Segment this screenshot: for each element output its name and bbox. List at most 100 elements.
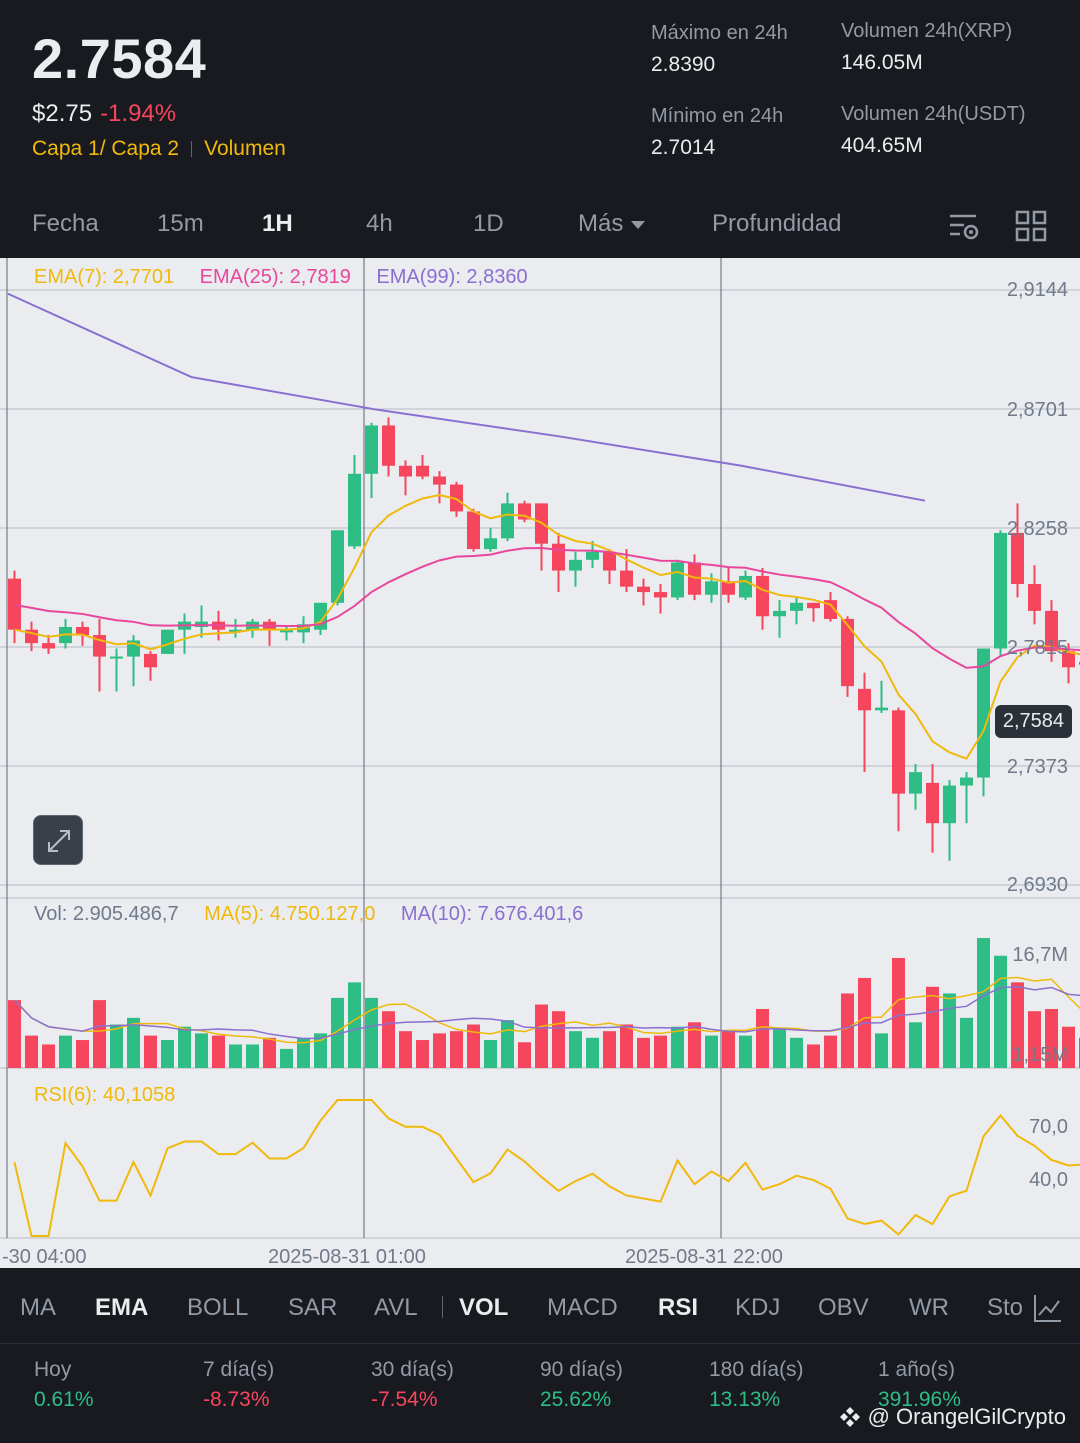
stat-vol-base: Volumen 24h(XRP) 146.05M	[841, 20, 1012, 75]
stat-vol-quote: Volumen 24h(USDT) 404.65M	[841, 103, 1026, 158]
chart-settings-icon[interactable]	[1032, 1292, 1064, 1324]
volume-bar	[960, 1017, 973, 1068]
date-label: 2025-08-31 01:00	[268, 1246, 426, 1268]
candle-body	[144, 653, 157, 668]
expand-icon	[48, 830, 70, 852]
stat-vol-base-value: 146.05M	[841, 51, 923, 74]
ind-rsi[interactable]: RSI	[658, 1294, 699, 1321]
perf-value: 0.61%	[34, 1388, 94, 1411]
legend-ema99: EMA(99): 2,8360	[376, 266, 528, 288]
ind-macd[interactable]: MACD	[547, 1294, 618, 1321]
volume-bar	[909, 1022, 922, 1068]
ticker-header: 2.7584 $2.75 -1.94% Capa 1/ Capa 2 Volume…	[0, 0, 1080, 198]
performance-row: Hoy 0.61% 7 día(s) -8.73% 30 día(s) -7.5…	[0, 1344, 1080, 1443]
price-tick: 2,8701	[1006, 399, 1068, 421]
volume-bar	[331, 997, 344, 1068]
volume-bar	[399, 1031, 412, 1068]
candle-body	[42, 643, 55, 649]
watermark-text: @ OrangelGilCrypto	[867, 1404, 1066, 1429]
candle-body	[892, 710, 905, 794]
volume-tick: 16,7M	[1012, 944, 1068, 966]
candle-body	[909, 772, 922, 794]
candle-body	[416, 465, 429, 477]
ind-wr[interactable]: WR	[909, 1294, 949, 1321]
last-price: 2.7584	[32, 27, 207, 90]
volume-bar	[161, 1040, 174, 1068]
ema99-line	[7, 292, 926, 502]
ind-sar[interactable]: SAR	[288, 1294, 338, 1321]
candle-body	[603, 551, 616, 571]
stat-vol-quote-value: 404.65M	[841, 134, 923, 157]
tab-15m[interactable]: 15m	[157, 210, 204, 237]
volume-bar	[1028, 1011, 1041, 1068]
volume-bar	[450, 1031, 463, 1068]
tag-layer[interactable]: Capa 1/ Capa 2	[32, 137, 180, 160]
volume-bar	[1062, 1026, 1075, 1068]
price-tick: 2,6930	[1006, 874, 1068, 896]
volume-bar	[722, 1031, 735, 1068]
legend-vol: Vol: 2.905.486,7	[34, 903, 179, 925]
candle-body	[722, 581, 735, 595]
watermark: @ OrangelGilCrypto	[838, 1404, 1066, 1430]
tab-4h[interactable]: 4h	[366, 210, 393, 237]
perf-value: 391.96%	[878, 1388, 961, 1411]
volume-bar	[297, 1037, 310, 1068]
caret-down-icon	[631, 220, 646, 229]
perf-7d: 7 día(s) -8.73%	[203, 1358, 274, 1412]
perf-value: 25.62%	[540, 1388, 612, 1411]
volume-bar	[93, 1000, 106, 1068]
tag-volume[interactable]: Volumen	[204, 137, 286, 160]
volume-bar	[705, 1035, 718, 1068]
volume-bar	[314, 1033, 327, 1068]
candle-body	[467, 511, 480, 550]
tab-depth[interactable]: Profundidad	[712, 210, 842, 237]
ind-obv[interactable]: OBV	[818, 1294, 869, 1321]
tab-fecha[interactable]: Fecha	[32, 210, 99, 237]
volume-bar	[841, 993, 854, 1068]
tab-more[interactable]: Más	[578, 210, 646, 238]
volume-bar	[943, 993, 956, 1068]
ind-boll[interactable]: BOLL	[187, 1294, 249, 1321]
ind-ma[interactable]: MA	[20, 1294, 56, 1321]
volume-bar	[773, 1028, 786, 1068]
volume-bar	[807, 1044, 820, 1068]
volume-bar	[127, 1017, 140, 1068]
ind-ema[interactable]: EMA	[95, 1294, 149, 1321]
ind-kdj[interactable]: KDJ	[735, 1294, 781, 1321]
volume-bar	[603, 1031, 616, 1068]
volume-bar	[416, 1040, 429, 1068]
volume-bar	[42, 1044, 55, 1068]
volume-bar	[518, 1042, 531, 1068]
candle-body	[331, 530, 344, 603]
volume-bar	[365, 997, 378, 1068]
layout-grid-icon[interactable]	[1015, 210, 1047, 242]
ind-vol[interactable]: VOL	[459, 1294, 509, 1321]
fullscreen-button[interactable]	[33, 815, 83, 865]
chart-area[interactable]: EMA(7): 2,7701 EMA(25): 2,7819 EMA(99): …	[0, 258, 1080, 1268]
candle-body	[875, 707, 888, 711]
rsi-tick: 40,0	[1029, 1169, 1068, 1191]
volume-bar	[8, 1000, 21, 1068]
candle-body	[705, 581, 718, 595]
perf-180d: 180 día(s) 13.13%	[709, 1358, 804, 1412]
volume-bar	[654, 1035, 667, 1068]
legend-ema25: EMA(25): 2,7819	[199, 266, 351, 288]
legend-ma5: MA(5): 4.750.127,0	[204, 903, 376, 925]
rsi-line	[13, 1099, 1080, 1237]
tab-1h[interactable]: 1H	[262, 210, 293, 237]
candle-body	[739, 575, 752, 598]
perf-label: 1 año(s)	[878, 1358, 956, 1381]
volume-bar	[1045, 1008, 1058, 1068]
volume-bar	[637, 1037, 650, 1068]
candle-body	[994, 532, 1007, 649]
tab-1d[interactable]: 1D	[473, 210, 504, 237]
ind-sto[interactable]: Sto	[987, 1294, 1024, 1321]
ind-avl[interactable]: AVL	[374, 1294, 418, 1321]
candle-body	[280, 629, 293, 633]
volume-bar	[926, 986, 939, 1068]
legend-rsi: RSI(6): 40,1058	[34, 1084, 176, 1106]
tab-more-label: Más	[578, 210, 624, 237]
candle-body	[671, 562, 684, 598]
indicator-settings-icon[interactable]	[948, 210, 980, 242]
candlestick-chart[interactable]	[0, 258, 1080, 1268]
